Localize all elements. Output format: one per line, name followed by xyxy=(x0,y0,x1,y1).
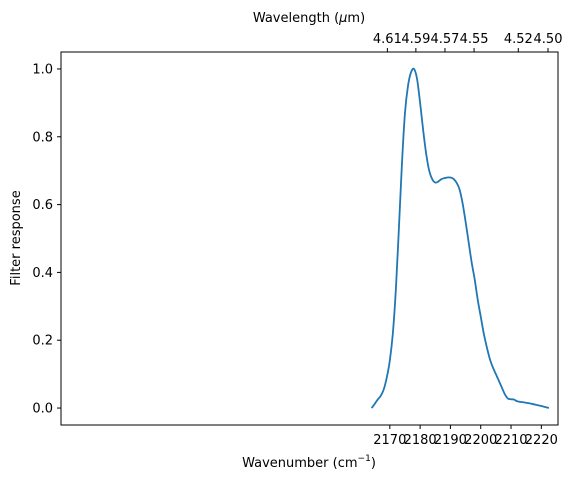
y-tick-label: 0.8 xyxy=(32,130,53,145)
y-tick-label: 1.0 xyxy=(32,62,53,77)
y-tick-label: 0.2 xyxy=(32,334,53,349)
y-tick-label: 0.0 xyxy=(32,402,53,417)
plot-frame xyxy=(60,51,559,426)
x2-tick-label: 4.57 xyxy=(430,32,459,47)
top-axis: 4.61 4.59 4.57 4.55 4.52 4.50 xyxy=(373,32,563,52)
top-axis-label: Wavelength (μm) xyxy=(253,11,365,26)
y-tick-label: 0.6 xyxy=(32,198,53,213)
y-tick-label: 0.4 xyxy=(32,266,53,281)
series-line xyxy=(370,67,550,409)
x-tick-label: 2220 xyxy=(525,433,558,448)
plot-area xyxy=(60,51,559,426)
x-tick-label: 2200 xyxy=(464,433,497,448)
y-axis-label: Filter response xyxy=(9,190,24,285)
x-tick-label: 2180 xyxy=(404,433,437,448)
x2-tick-label: 4.59 xyxy=(401,32,430,47)
x-tick-label: 2190 xyxy=(434,433,467,448)
x-tick-label: 2170 xyxy=(373,433,406,448)
x2-tick-label: 4.52 xyxy=(504,32,533,47)
left-axis: 0.0 0.2 0.4 0.6 0.8 1.0 xyxy=(32,62,61,417)
x2-tick-label: 4.50 xyxy=(534,32,563,47)
x-axis-label: Wavenumber (cm−1) xyxy=(242,454,376,471)
x2-tick-label: 4.55 xyxy=(460,32,489,47)
x-tick-label: 2210 xyxy=(494,433,527,448)
x2-tick-label: 4.61 xyxy=(373,32,402,47)
